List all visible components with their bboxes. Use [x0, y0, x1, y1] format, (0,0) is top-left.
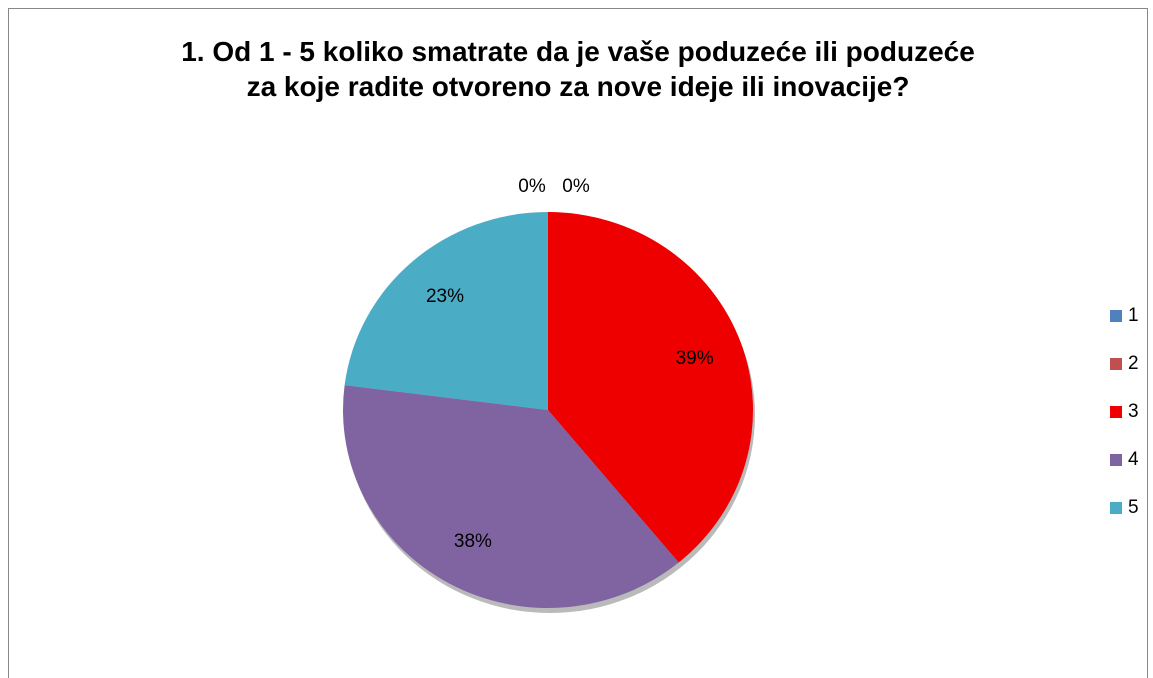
legend-swatch [1110, 454, 1122, 466]
legend-swatch [1110, 502, 1122, 514]
legend-swatch [1110, 406, 1122, 418]
legend-swatch [1110, 310, 1122, 322]
legend-label: 2 [1128, 353, 1139, 374]
legend-label: 1 [1128, 305, 1139, 326]
pie-slice [343, 385, 679, 608]
data-label: 23% [426, 286, 464, 307]
chart-frame [8, 8, 1148, 678]
legend-swatch [1110, 358, 1122, 370]
data-label: 0% [562, 176, 590, 197]
data-label: 0% [518, 176, 546, 197]
pie-slice [344, 212, 548, 410]
legend-label: 3 [1128, 401, 1139, 422]
chart-title: 1. Od 1 - 5 koliko smatrate da je vaše p… [181, 36, 975, 102]
data-label: 38% [454, 531, 492, 552]
legend-label: 4 [1128, 449, 1139, 470]
pie-slice [548, 212, 753, 563]
data-label: 39% [676, 348, 714, 369]
legend-label: 5 [1128, 497, 1139, 518]
